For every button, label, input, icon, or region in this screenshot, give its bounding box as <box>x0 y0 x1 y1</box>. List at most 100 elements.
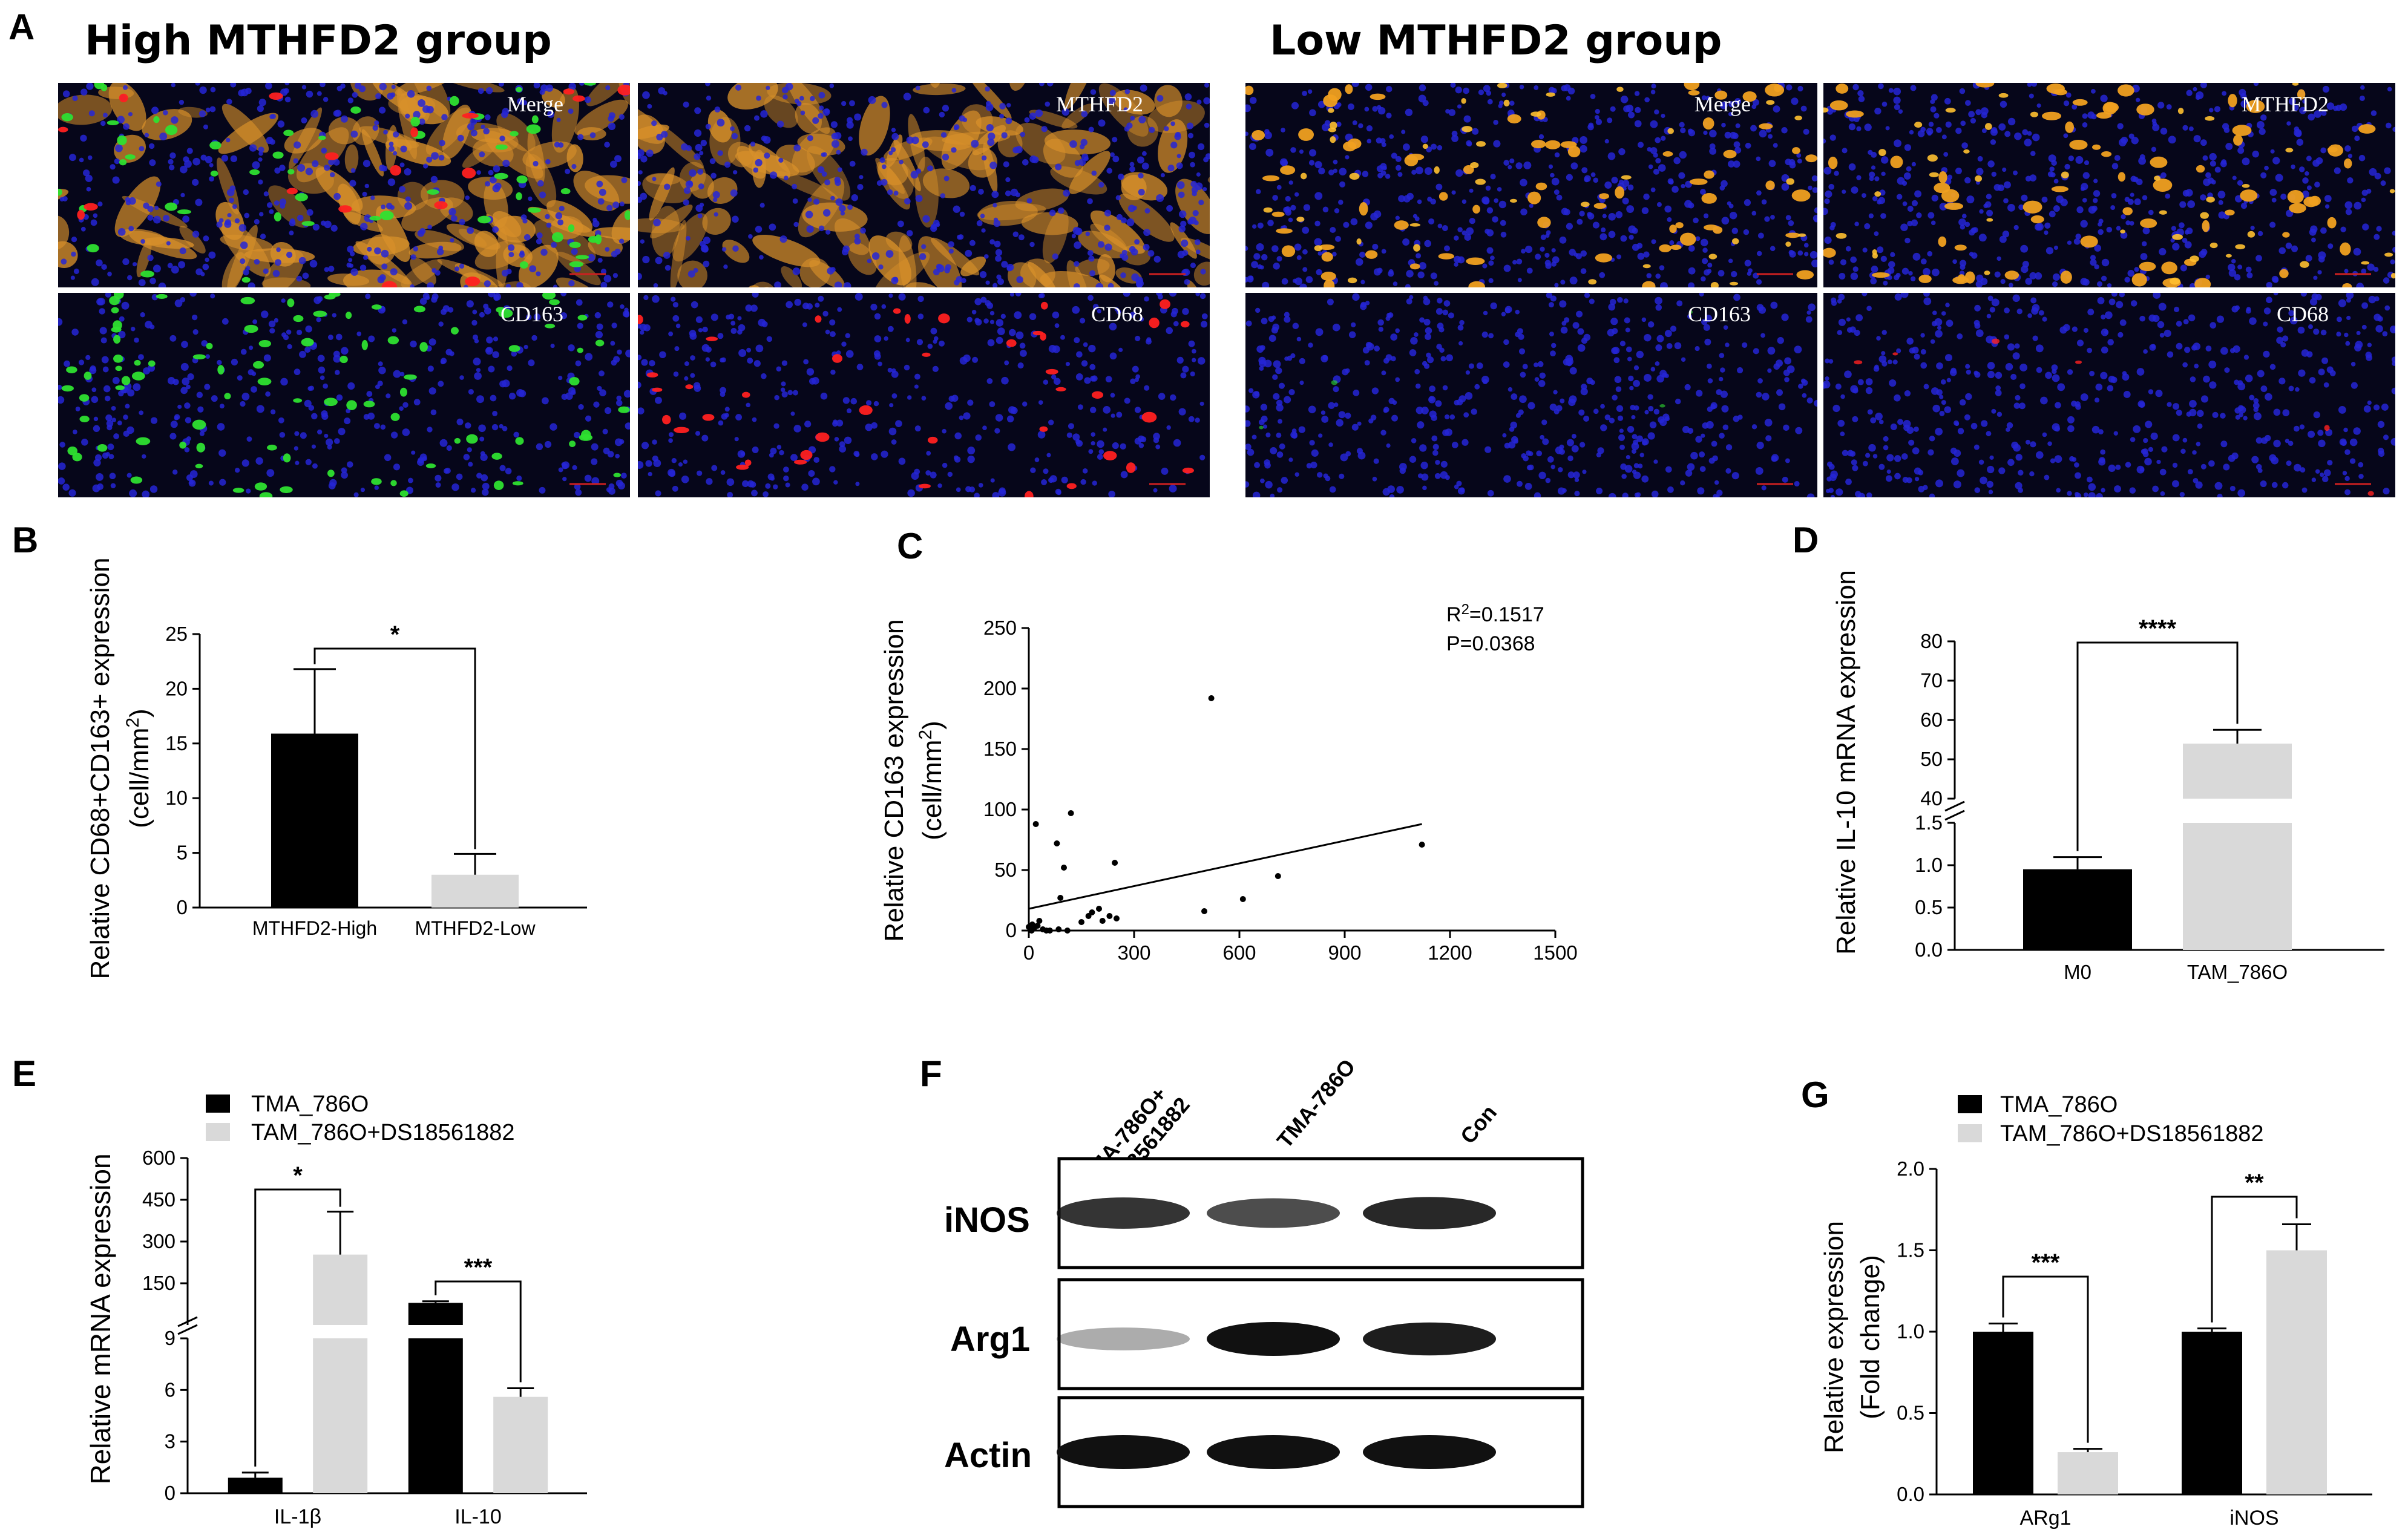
nucleus <box>2152 123 2160 131</box>
nucleus <box>283 335 289 341</box>
nucleus <box>1181 239 1189 247</box>
stained-cell <box>2289 203 2306 214</box>
nucleus <box>1573 471 1580 479</box>
nucleus <box>764 152 770 159</box>
nucleus <box>1650 147 1658 154</box>
stained-cell <box>113 320 122 330</box>
nucleus <box>992 283 998 287</box>
nucleus <box>385 393 391 399</box>
stained-cell <box>390 165 401 176</box>
nucleus <box>1088 344 1096 353</box>
nucleus <box>1017 362 1024 369</box>
nucleus <box>642 91 650 99</box>
nucleus <box>1439 347 1445 353</box>
nucleus <box>1576 218 1583 225</box>
nucleus <box>533 83 540 89</box>
nucleus <box>1126 218 1135 226</box>
nucleus <box>2288 385 2294 391</box>
nucleus <box>589 132 596 139</box>
nucleus <box>1500 232 1507 238</box>
chart-g-significance-stars: ** <box>2245 1170 2264 1196</box>
nucleus <box>994 428 1000 434</box>
legend-swatch-tma <box>1958 1095 1982 1113</box>
nucleus <box>2320 227 2327 234</box>
nucleus <box>2300 293 2307 297</box>
nucleus <box>1527 402 1535 410</box>
nucleus <box>531 335 537 341</box>
nucleus <box>839 205 846 212</box>
nucleus <box>2052 281 2058 287</box>
nucleus <box>577 134 584 140</box>
nucleus <box>1953 480 1961 489</box>
nucleus <box>753 167 759 173</box>
nucleus <box>251 371 257 376</box>
nucleus <box>1655 344 1662 352</box>
panel-g-letter: G <box>1801 1075 1829 1115</box>
nucleus <box>959 211 965 217</box>
nucleus <box>1451 135 1458 142</box>
stained-cell <box>1984 270 1990 275</box>
nucleus <box>848 136 853 142</box>
nucleus <box>2313 411 2320 419</box>
nucleus <box>1294 277 1303 286</box>
stained-cell <box>249 169 260 175</box>
nucleus <box>1960 264 1966 270</box>
nucleus <box>616 395 622 401</box>
nucleus <box>1003 161 1009 168</box>
nucleus <box>1932 268 1940 277</box>
tissue-stain <box>1097 254 1115 283</box>
stained-cell <box>217 365 225 375</box>
nucleus <box>1084 156 1089 162</box>
nucleus <box>972 356 979 363</box>
nucleus <box>1690 451 1698 460</box>
nucleus <box>1463 412 1469 418</box>
nucleus <box>1581 337 1588 344</box>
tissue-stain <box>542 88 565 108</box>
nucleus <box>1364 360 1370 366</box>
stained-cell <box>1328 108 1334 113</box>
nucleus <box>640 155 648 163</box>
stained-cell <box>1872 272 1890 278</box>
nucleus <box>1200 321 1208 328</box>
nucleus <box>1445 428 1452 436</box>
nucleus <box>2260 480 2267 488</box>
nucleus <box>1339 473 1345 479</box>
nucleus <box>1834 171 1839 176</box>
nucleus <box>1515 162 1523 169</box>
tissue-stain <box>439 197 473 223</box>
nucleus <box>2101 488 2105 492</box>
stained-cell <box>2140 218 2157 228</box>
nucleus <box>184 447 190 453</box>
nucleus <box>2159 247 2167 256</box>
nucleus <box>2271 482 2278 488</box>
nucleus <box>781 381 786 387</box>
nucleus <box>269 209 274 214</box>
nucleus <box>1483 85 1491 93</box>
nucleus <box>2334 167 2341 174</box>
nucleus <box>1318 433 1323 438</box>
nucleus <box>284 96 291 103</box>
nucleus <box>881 450 888 458</box>
nucleus <box>2223 127 2230 133</box>
nucleus <box>1386 443 1391 448</box>
nucleus <box>1043 379 1049 385</box>
nucleus <box>550 343 555 349</box>
nucleus <box>2004 307 2010 313</box>
nucleus <box>363 255 369 260</box>
nucleus <box>1503 361 1510 368</box>
nucleus <box>2326 102 2335 110</box>
nucleus <box>2029 174 2037 182</box>
nucleus <box>897 220 904 227</box>
nucleus <box>2056 488 2061 493</box>
nucleus <box>73 430 77 434</box>
nucleus <box>1896 348 1901 353</box>
nucleus <box>1885 475 1892 482</box>
nucleus <box>125 404 130 409</box>
nucleus <box>2096 493 2103 497</box>
tissue-stain <box>1065 83 1095 110</box>
nucleus <box>261 310 269 318</box>
nucleus <box>1072 433 1080 441</box>
nucleus <box>1729 211 1737 220</box>
nucleus <box>1252 391 1260 399</box>
nucleus <box>1175 131 1181 138</box>
